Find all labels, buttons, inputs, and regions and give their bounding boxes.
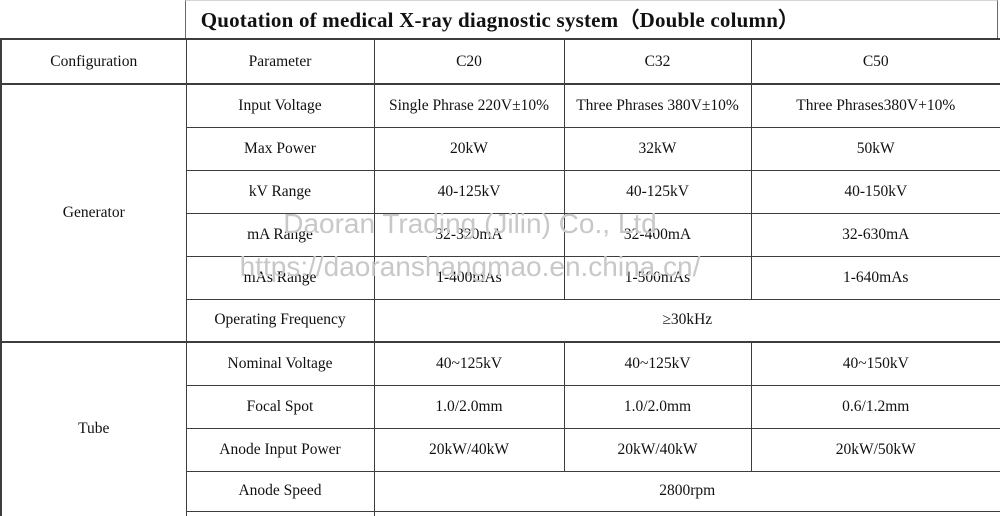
cell-nominal-voltage-c20: 40~125kV <box>373 341 565 386</box>
cell-mas-range-c20: 1-400mAs <box>373 255 565 300</box>
cell-focal-spot-c20: 1.0/2.0mm <box>373 384 565 429</box>
cell-nominal-voltage-label: Nominal Voltage <box>185 341 375 386</box>
cell-kv-range-label: kV Range <box>185 169 375 214</box>
table-row: mA Range 32-320mA 32-400mA 32-630mA <box>1 212 1000 257</box>
cell-focal-spot-label: Focal Spot <box>185 384 375 429</box>
cell-ma-range-label: mA Range <box>185 212 375 257</box>
cell-max-power-label: Max Power <box>185 126 375 171</box>
header-parameter: Parameter <box>185 38 375 85</box>
cell-ma-range-c32: 32-400mA <box>563 212 752 257</box>
section-label-tube: Tube <box>0 341 187 516</box>
table-row: Generator Input Voltage Single Phrase 22… <box>0 83 1000 343</box>
cell-anode-input-power-c50: 20kW/50kW <box>750 427 1000 472</box>
table-row: Focal Spot 1.0/2.0mm 1.0/2.0mm 0.6/1.2mm <box>1 384 1000 429</box>
header-c50: C50 <box>750 38 1000 85</box>
table-row: Anode Speed 2800rpm <box>1 470 1000 512</box>
page-title: Quotation of medical X-ray diagnostic sy… <box>200 8 800 32</box>
cell-operating-frequency-value: ≥30kHz <box>373 298 1000 343</box>
cell-input-voltage-c32: Three Phrases 380V±10% <box>563 83 752 128</box>
cell-mas-range-c32: 1-500mAs <box>563 255 752 300</box>
cell-kv-range-c20: 40-125kV <box>373 169 565 214</box>
cell-ma-range-c20: 32-320mA <box>373 212 565 257</box>
cell-max-power-c32: 32kW <box>563 126 752 171</box>
cell-anode-speed-label: Anode Speed <box>185 470 375 512</box>
table-row: kV Range 40-125kV 40-125kV 40-150kV <box>1 169 1000 214</box>
cell-kv-range-c32: 40-125kV <box>563 169 752 214</box>
cell-input-voltage-label: Input Voltage <box>185 83 375 128</box>
cell-max-power-c20: 20kW <box>373 126 565 171</box>
cell-input-voltage-c50: Three Phrases380V+10% <box>750 83 1000 128</box>
cell-input-voltage-c20: Single Phrase 220V±10% <box>373 83 565 128</box>
cell-focal-spot-c50: 0.6/1.2mm <box>750 384 1000 429</box>
cell-focal-spot-c32: 1.0/2.0mm <box>563 384 752 429</box>
cell-max-power-c50: 50kW <box>750 126 1000 171</box>
header-c20: C20 <box>373 38 565 85</box>
cell-partial-parameter <box>185 510 375 516</box>
header-configuration: Configuration <box>0 38 187 85</box>
table-row-partial <box>1 510 1000 516</box>
table-header-row: Configuration Parameter C20 C32 C50 <box>0 38 1000 85</box>
cell-nominal-voltage-c32: 40~125kV <box>563 341 752 386</box>
cell-anode-input-power-c20: 20kW/40kW <box>373 427 565 472</box>
table-row: Tube Nominal Voltage 40~125kV 40~125kV 4… <box>0 341 1000 516</box>
cell-ma-range-c50: 32-630mA <box>750 212 1000 257</box>
cell-mas-range-label: mAs Range <box>185 255 375 300</box>
cell-kv-range-c50: 40-150kV <box>750 169 1000 214</box>
table-row: Operating Frequency ≥30kHz <box>1 298 1000 343</box>
table-row: mAs Range 1-400mAs 1-500mAs 1-640mAs <box>1 255 1000 300</box>
section-label-generator: Generator <box>0 83 187 343</box>
cell-anode-input-power-label: Anode Input Power <box>185 427 375 472</box>
header-c32: C32 <box>563 38 752 85</box>
cell-mas-range-c50: 1-640mAs <box>750 255 1000 300</box>
cell-operating-frequency-label: Operating Frequency <box>185 298 375 343</box>
cell-nominal-voltage-c50: 40~150kV <box>750 341 1000 386</box>
cell-partial-value <box>373 510 1000 516</box>
cell-anode-input-power-c32: 20kW/40kW <box>563 427 752 472</box>
cell-anode-speed-value: 2800rpm <box>373 470 1000 512</box>
quotation-table: Configuration Parameter C20 C32 C50 Gene… <box>0 38 1000 516</box>
